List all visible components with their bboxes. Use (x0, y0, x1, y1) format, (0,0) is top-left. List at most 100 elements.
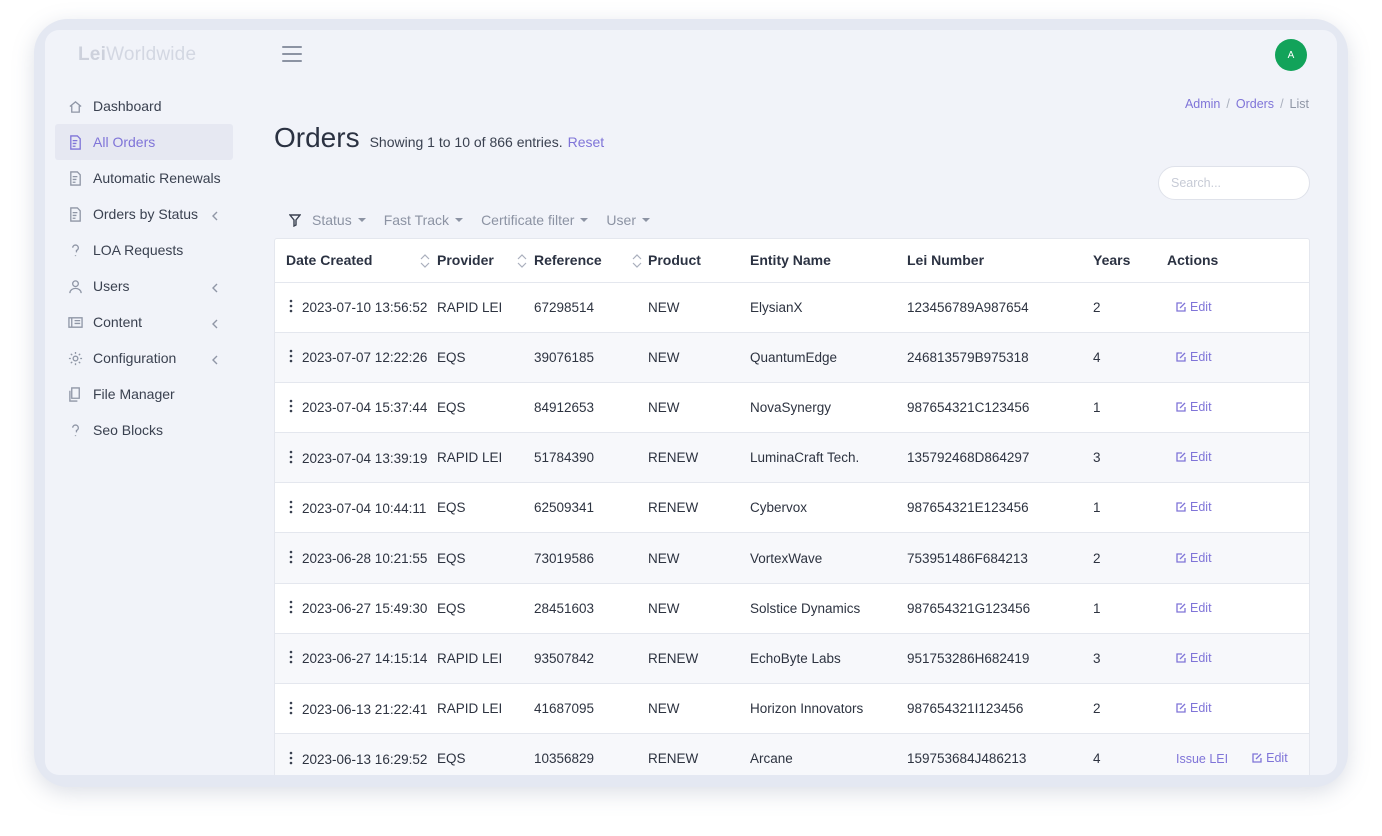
lei-number-cell: 951753286H682419 (907, 633, 1093, 685)
edit-link[interactable]: Edit (1176, 601, 1212, 615)
issue-lei-link[interactable]: Issue LEI (1176, 752, 1229, 767)
table-row: 2023-06-28 10:21:55 EQS 73019586 NEW VortexW… (275, 532, 1309, 584)
actions-cell: Edit (1167, 432, 1309, 484)
page-title: Orders (274, 122, 360, 153)
entity-name-cell: Horizon Innovators (750, 683, 907, 735)
sort-icon[interactable] (632, 254, 642, 268)
product-cell: NEW (648, 282, 750, 333)
entity-name-cell: NovaSynergy (750, 382, 907, 434)
sidebar-item-label: Users (93, 278, 130, 294)
lei-number-cell: 135792468D864297 (907, 432, 1093, 484)
lei-number-cell: 987654321C123456 (907, 382, 1093, 434)
sidebar-item-orders-by-status[interactable]: Orders by Status (55, 196, 233, 232)
certificate-filter-dropdown[interactable]: Certificate filter (481, 212, 589, 228)
reference-cell: 73019586 (534, 532, 648, 584)
reference-cell: 93507842 (534, 633, 648, 685)
product-cell: NEW (648, 683, 750, 735)
sidebar-item-seo-blocks[interactable]: Seo Blocks (55, 412, 233, 448)
sidebar-item-label: Dashboard (93, 98, 162, 114)
edit-icon (1176, 552, 1190, 563)
product-cell: RENEW (648, 733, 750, 775)
more-options-icon[interactable] (286, 751, 296, 765)
reference-cell: 28451603 (534, 583, 648, 634)
filter-bar: Status Fast Track Certificate filter Use… (288, 212, 668, 228)
edit-link[interactable]: Edit (1176, 500, 1212, 514)
column-header-reference[interactable]: Reference (534, 239, 648, 283)
column-header-entity-name: Entity Name (750, 239, 907, 283)
more-options-icon[interactable] (286, 450, 296, 464)
sidebar-item-label: File Manager (93, 386, 175, 402)
more-options-icon[interactable] (286, 701, 296, 715)
date-cell: 2023-07-07 12:22:26 (275, 332, 437, 383)
breadcrumb-admin[interactable]: Admin (1184, 97, 1221, 111)
more-options-icon[interactable] (286, 299, 296, 313)
sort-icon[interactable] (517, 254, 527, 268)
sidebar-item-automatic-renewals[interactable]: Automatic Renewals (55, 160, 233, 196)
breadcrumb-orders[interactable]: Orders (1235, 97, 1275, 111)
sidebar-item-label: Orders by Status (93, 206, 199, 222)
entity-name-cell: QuantumEdge (750, 332, 907, 383)
sidebar-item-configuration[interactable]: Configuration (55, 340, 233, 376)
sidebar-item-loa-requests[interactable]: LOA Requests (55, 232, 233, 268)
column-header-date-created[interactable]: Date Created (275, 239, 437, 283)
app-logo[interactable]: LeiWorldwide (78, 44, 197, 65)
sidebar-item-content[interactable]: Content (55, 304, 233, 340)
breadcrumb-separator: / (1226, 97, 1230, 111)
edit-link[interactable]: Edit (1176, 701, 1212, 715)
lei-number-cell: 987654321E123456 (907, 482, 1093, 534)
question-icon (67, 242, 83, 258)
more-options-icon[interactable] (286, 550, 296, 564)
reference-cell: 62509341 (534, 482, 648, 534)
edit-link[interactable]: Edit (1176, 551, 1212, 565)
fast-track-filter-dropdown[interactable]: Fast Track (384, 212, 464, 228)
actions-cell: Edit (1167, 482, 1309, 534)
app-screen: LeiWorldwide Dashboard All Orders Automati… (45, 30, 1337, 775)
reset-link[interactable]: Reset (567, 134, 605, 150)
lei-number-cell: 753951486F684213 (907, 532, 1093, 584)
more-options-icon[interactable] (286, 349, 296, 363)
column-header-product: Product (648, 239, 750, 283)
breadcrumb: Admin / Orders / List (1185, 97, 1309, 111)
more-options-icon[interactable] (286, 650, 296, 664)
invoice-icon (67, 134, 83, 150)
edit-link[interactable]: Edit (1252, 751, 1288, 765)
user-filter-dropdown[interactable]: User (606, 212, 650, 228)
sidebar-item-dashboard[interactable]: Dashboard (55, 88, 233, 124)
date-cell: 2023-06-13 16:29:52 (275, 733, 437, 775)
column-header-provider[interactable]: Provider (437, 239, 534, 283)
more-options-icon[interactable] (286, 399, 296, 413)
product-cell: NEW (648, 532, 750, 584)
edit-link[interactable]: Edit (1176, 450, 1212, 464)
more-options-icon[interactable] (286, 500, 296, 514)
table-row: 2023-07-04 13:39:19 RAPID LEI 51784390 RENE… (275, 432, 1309, 484)
edit-icon (1176, 703, 1190, 713)
sidebar-item-users[interactable]: Users (55, 268, 233, 304)
menu-toggle-icon[interactable] (282, 46, 302, 62)
search-input[interactable] (1158, 166, 1310, 200)
lei-number-cell: 246813579B975318 (907, 332, 1093, 383)
more-options-icon[interactable] (286, 600, 296, 614)
date-cell: 2023-06-27 14:15:14 (275, 633, 437, 685)
years-cell: 2 (1093, 683, 1167, 735)
edit-link[interactable]: Edit (1176, 350, 1212, 364)
entity-name-cell: LuminaCraft Tech. (750, 432, 907, 484)
invoice-icon (67, 206, 83, 222)
years-cell: 3 (1093, 432, 1167, 484)
status-filter-dropdown[interactable]: Status (312, 212, 366, 228)
user-avatar[interactable]: A (1275, 39, 1307, 71)
product-cell: RENEW (648, 633, 750, 685)
lei-number-cell: 159753684J486213 (907, 733, 1093, 775)
edit-link[interactable]: Edit (1176, 651, 1212, 665)
edit-link[interactable]: Edit (1176, 300, 1212, 314)
sidebar-item-all-orders[interactable]: All Orders (55, 124, 233, 160)
edit-link[interactable]: Edit (1176, 400, 1212, 414)
sort-icon[interactable] (420, 254, 430, 268)
provider-cell: EQS (437, 332, 534, 383)
years-cell: 3 (1093, 633, 1167, 685)
sidebar-item-file-manager[interactable]: File Manager (55, 376, 233, 412)
years-cell: 1 (1093, 482, 1167, 534)
entity-name-cell: ElysianX (750, 282, 907, 333)
edit-icon (1176, 402, 1190, 412)
lei-number-cell: 987654321I123456 (907, 683, 1093, 735)
edit-icon (1176, 452, 1190, 462)
